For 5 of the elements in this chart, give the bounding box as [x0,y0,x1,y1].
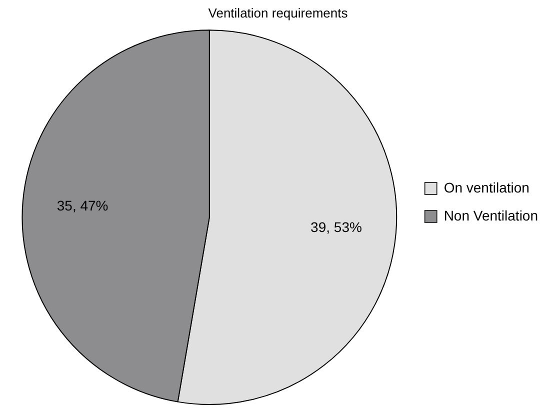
data-label: 39, 53% [310,218,362,235]
legend-label: On ventilation [444,179,530,196]
legend-label: Non Ventilation [444,207,538,224]
data-label: 35, 47% [56,197,108,214]
chart-title: Ventilation requirements [208,5,348,20]
